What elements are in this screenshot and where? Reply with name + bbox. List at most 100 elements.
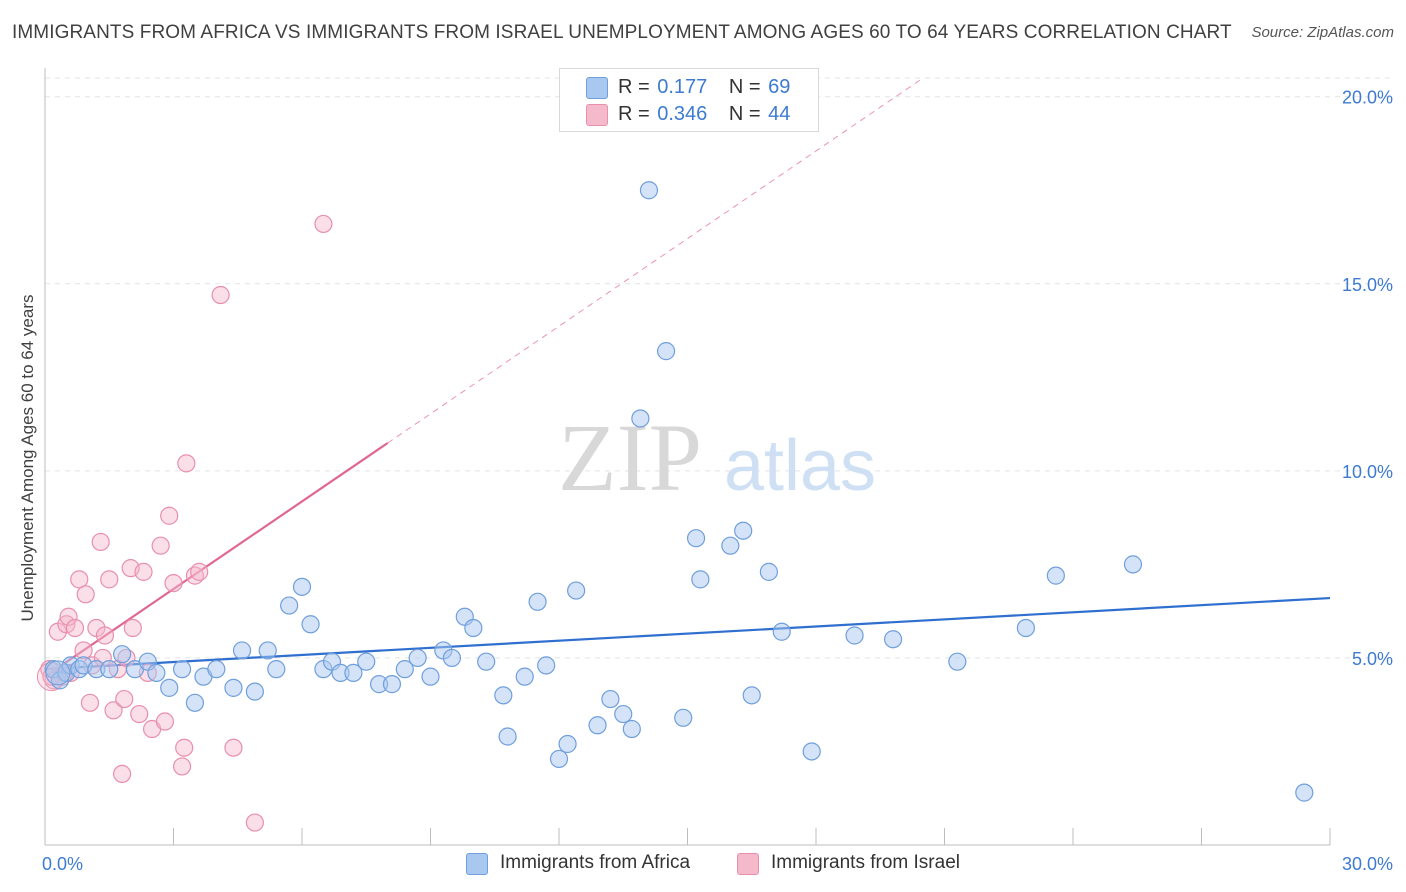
point-africa bbox=[494, 686, 513, 705]
legend-r-label: R = bbox=[618, 103, 650, 125]
point-africa bbox=[100, 660, 119, 679]
y-tick-label: 10.0% bbox=[1342, 462, 1393, 482]
point-africa bbox=[1123, 555, 1143, 574]
point-africa bbox=[515, 667, 534, 686]
point-israel bbox=[211, 285, 230, 305]
source-label: Source: ZipAtlas.com bbox=[1251, 24, 1394, 41]
legend-r-value: 0.346 bbox=[657, 103, 708, 125]
point-israel bbox=[95, 626, 115, 645]
point-israel bbox=[70, 570, 89, 589]
trend-line-israel-solid bbox=[44, 442, 389, 678]
point-africa bbox=[1016, 618, 1035, 638]
point-israel bbox=[175, 738, 194, 757]
legend-text-africa: R = 0.177 N = 69 bbox=[618, 76, 790, 99]
point-africa bbox=[656, 342, 676, 361]
point-africa bbox=[588, 716, 607, 735]
point-africa bbox=[382, 675, 402, 694]
point-africa bbox=[601, 689, 620, 709]
watermark: ZIP atlas bbox=[558, 404, 876, 511]
point-africa bbox=[691, 570, 710, 589]
point-africa bbox=[631, 409, 650, 428]
point-africa bbox=[160, 678, 179, 697]
point-africa bbox=[622, 719, 641, 739]
y-axis-label: Unemployment Among Ages 60 to 64 years bbox=[18, 294, 37, 622]
point-africa bbox=[258, 641, 277, 660]
point-africa bbox=[357, 652, 376, 671]
point-africa bbox=[948, 652, 967, 671]
point-israel bbox=[190, 562, 209, 581]
point-africa bbox=[734, 521, 753, 540]
point-israel bbox=[155, 712, 175, 731]
y-tick-label: 20.0% bbox=[1342, 88, 1393, 108]
point-africa bbox=[477, 652, 496, 671]
point-africa bbox=[883, 630, 903, 649]
point-africa bbox=[674, 708, 693, 727]
x-tick-label-max: 30.0% bbox=[1342, 854, 1393, 874]
point-africa bbox=[280, 596, 299, 615]
point-israel bbox=[314, 214, 333, 234]
point-africa bbox=[1046, 566, 1065, 585]
point-israel bbox=[91, 532, 110, 552]
trend-africa bbox=[44, 596, 1331, 671]
legend-swatch-africa bbox=[586, 77, 608, 99]
point-israel bbox=[80, 693, 100, 712]
point-africa bbox=[614, 704, 633, 724]
trend-line-israel-dashed bbox=[387, 77, 924, 444]
point-africa bbox=[639, 181, 659, 200]
point-africa bbox=[147, 663, 166, 682]
point-africa bbox=[267, 660, 286, 679]
point-israel bbox=[76, 585, 95, 604]
point-israel bbox=[123, 618, 142, 638]
point-africa bbox=[549, 749, 569, 769]
point-israel bbox=[160, 506, 179, 525]
point-africa bbox=[292, 577, 312, 596]
point-africa bbox=[845, 626, 864, 645]
bottom-swatch-africa bbox=[466, 853, 488, 875]
point-africa bbox=[421, 667, 440, 686]
legend-text-israel: R = 0.346 N = 44 bbox=[618, 103, 790, 126]
point-israel bbox=[245, 813, 264, 832]
axes bbox=[44, 68, 1331, 846]
points-israel bbox=[36, 214, 333, 832]
point-israel bbox=[100, 570, 119, 589]
watermark-zip: ZIP bbox=[558, 404, 702, 511]
point-africa bbox=[498, 727, 517, 746]
point-africa bbox=[442, 648, 462, 668]
legend-n-label: N = bbox=[728, 103, 761, 125]
point-africa bbox=[224, 678, 243, 697]
trend-line-africa bbox=[44, 596, 1331, 671]
point-africa bbox=[772, 622, 791, 641]
point-africa bbox=[537, 656, 556, 675]
legend-n-label: N = bbox=[728, 76, 761, 98]
point-africa bbox=[558, 734, 577, 754]
legend-swatch-israel bbox=[586, 104, 608, 126]
chart-title: IMMIGRANTS FROM AFRICA VS IMMIGRANTS FRO… bbox=[12, 22, 1232, 43]
point-africa bbox=[567, 581, 586, 600]
point-israel bbox=[112, 764, 132, 784]
watermark-atlas: atlas bbox=[724, 426, 876, 506]
point-africa bbox=[464, 618, 483, 638]
point-africa-cluster bbox=[45, 660, 71, 686]
point-israel bbox=[130, 704, 149, 724]
point-africa bbox=[721, 536, 740, 555]
point-israel bbox=[65, 618, 85, 638]
point-africa bbox=[395, 660, 414, 679]
point-africa bbox=[408, 648, 427, 668]
point-israel bbox=[224, 738, 243, 757]
point-africa bbox=[301, 615, 320, 634]
point-israel bbox=[134, 562, 153, 581]
point-africa bbox=[742, 686, 761, 705]
point-africa bbox=[344, 663, 363, 682]
point-africa bbox=[686, 529, 706, 548]
point-israel bbox=[59, 607, 78, 626]
point-africa bbox=[232, 641, 252, 660]
legend-n-value: 69 bbox=[768, 76, 791, 98]
bottom-swatch-israel bbox=[737, 853, 759, 875]
legend-r-label: R = bbox=[618, 76, 650, 98]
trend-israel bbox=[44, 77, 924, 678]
point-africa bbox=[207, 660, 226, 679]
point-israel bbox=[151, 536, 170, 555]
point-africa bbox=[185, 693, 205, 712]
y-axis-label-wrap: Unemployment Among Ages 60 to 64 years bbox=[18, 0, 48, 892]
